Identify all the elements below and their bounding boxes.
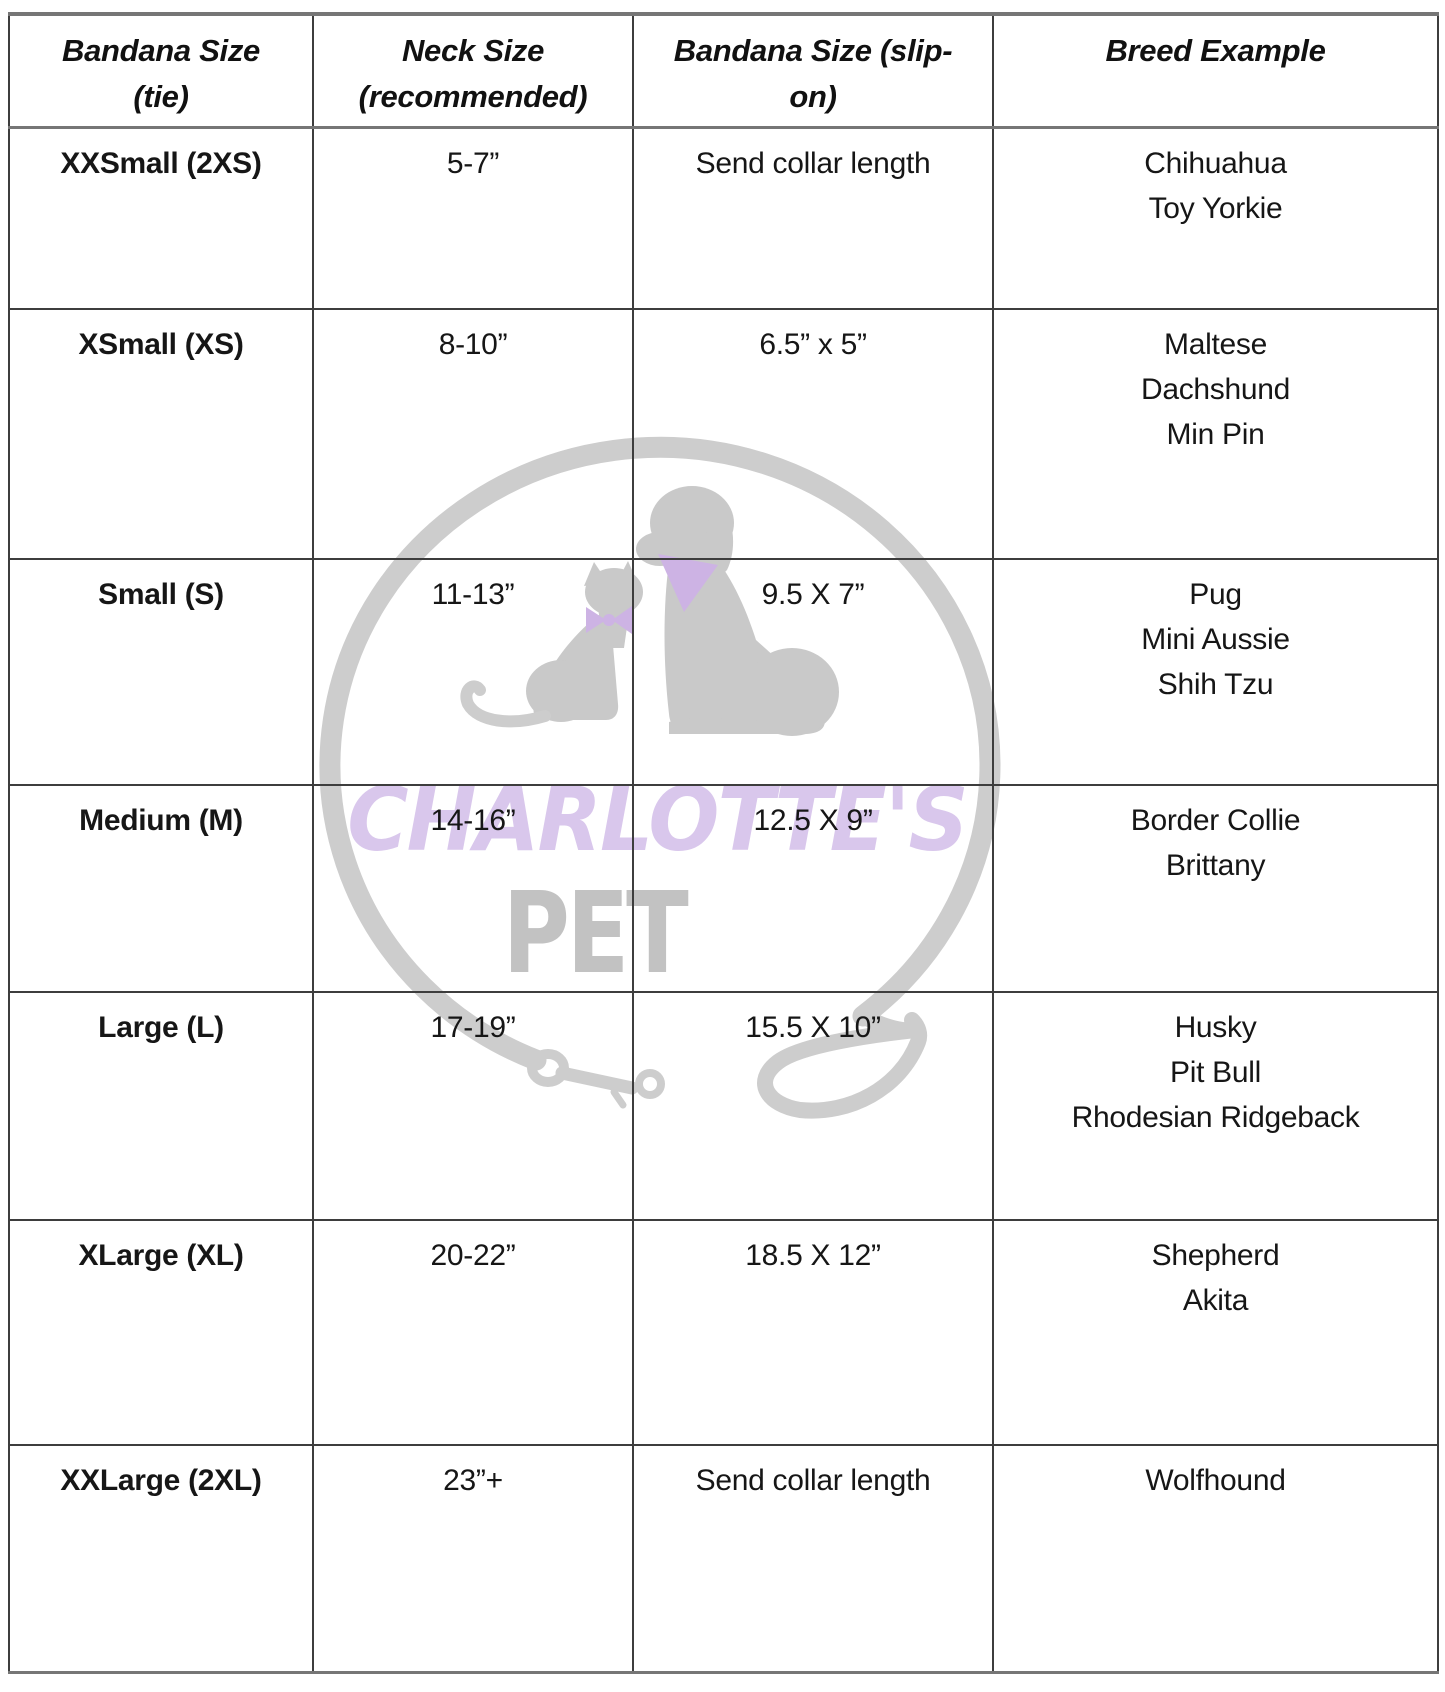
slip-on-size-cell: Send collar length: [632, 1444, 994, 1674]
neck-size-cell: 5-7”: [312, 126, 634, 310]
bandana-size-chart-table: Bandana Size (tie) Neck Size (recommende…: [8, 12, 1439, 1674]
breed-examples-cell: Pug Mini Aussie Shih Tzu: [992, 558, 1439, 786]
table-row: XXLarge (2XL) 23”+ Send collar length Wolfh…: [8, 1444, 1439, 1674]
header-neck-size: Neck Size (recommended): [312, 12, 634, 129]
slip-on-size-cell: 6.5” x 5”: [632, 308, 994, 560]
neck-size-cell: 17-19”: [312, 991, 634, 1221]
slip-on-size-cell: 18.5 X 12”: [632, 1219, 994, 1446]
breed-examples-cell: Husky Pit Bull Rhodesian Ridgeback: [992, 991, 1439, 1221]
header-bandana-size-slipon: Bandana Size (slip- on): [632, 12, 994, 129]
table-row: XLarge (XL) 20-22” 18.5 X 12” Shepherd Akit…: [8, 1219, 1439, 1446]
table-body: XXSmall (2XS) 5-7” Send collar length Chihu…: [8, 126, 1439, 1674]
breed-examples-cell: Maltese Dachshund Min Pin: [992, 308, 1439, 560]
size-cell: Large (L): [8, 991, 314, 1221]
breed-examples-cell: Border Collie Brittany: [992, 784, 1439, 993]
table-row: XSmall (XS) 8-10” 6.5” x 5” Maltese Dachshu…: [8, 308, 1439, 560]
table-row: Small (S) 11-13” 9.5 X 7” Pug Mini Aussie S…: [8, 558, 1439, 786]
table-row: XXSmall (2XS) 5-7” Send collar length Chihu…: [8, 126, 1439, 310]
slip-on-size-cell: 15.5 X 10”: [632, 991, 994, 1221]
neck-size-cell: 8-10”: [312, 308, 634, 560]
table-header: Bandana Size (tie) Neck Size (recommende…: [8, 12, 1439, 129]
size-cell: XLarge (XL): [8, 1219, 314, 1446]
neck-size-cell: 14-16”: [312, 784, 634, 993]
breed-examples-cell: Chihuahua Toy Yorkie: [992, 126, 1439, 310]
neck-size-cell: 23”+: [312, 1444, 634, 1674]
table-row: Large (L) 17-19” 15.5 X 10” Husky Pit Bull …: [8, 991, 1439, 1221]
header-row: Bandana Size (tie) Neck Size (recommende…: [8, 12, 1439, 129]
breed-examples-cell: Wolfhound: [992, 1444, 1439, 1674]
breed-examples-cell: Shepherd Akita: [992, 1219, 1439, 1446]
slip-on-size-cell: 12.5 X 9”: [632, 784, 994, 993]
slip-on-size-cell: Send collar length: [632, 126, 994, 310]
neck-size-cell: 11-13”: [312, 558, 634, 786]
neck-size-cell: 20-22”: [312, 1219, 634, 1446]
slip-on-size-cell: 9.5 X 7”: [632, 558, 994, 786]
size-cell: XXLarge (2XL): [8, 1444, 314, 1674]
size-cell: Small (S): [8, 558, 314, 786]
header-breed-example: Breed Example: [992, 12, 1439, 129]
table-row: Medium (M) 14-16” 12.5 X 9” Border Collie B…: [8, 784, 1439, 993]
header-bandana-size-tie: Bandana Size (tie): [8, 12, 314, 129]
size-cell: Medium (M): [8, 784, 314, 993]
size-cell: XSmall (XS): [8, 308, 314, 560]
size-cell: XXSmall (2XS): [8, 126, 314, 310]
